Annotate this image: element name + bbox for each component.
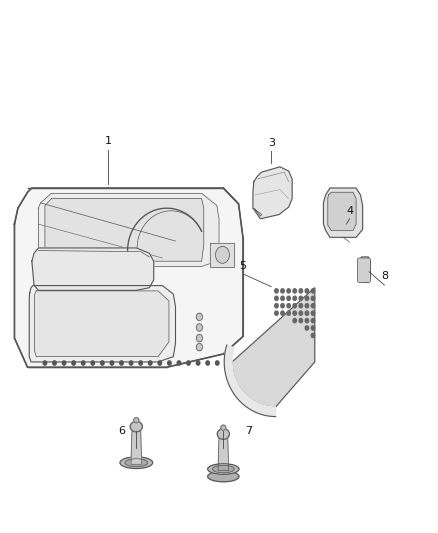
Circle shape [311, 333, 315, 337]
Circle shape [275, 304, 278, 308]
Circle shape [281, 296, 284, 301]
Circle shape [110, 361, 114, 365]
Circle shape [72, 361, 75, 365]
Circle shape [305, 326, 309, 330]
Circle shape [287, 296, 290, 301]
Circle shape [168, 361, 171, 365]
Circle shape [293, 296, 297, 301]
Circle shape [43, 361, 47, 365]
Polygon shape [224, 345, 276, 417]
Polygon shape [232, 288, 315, 407]
Ellipse shape [125, 459, 148, 467]
Text: 6: 6 [118, 426, 125, 436]
Circle shape [305, 304, 309, 308]
Circle shape [311, 311, 315, 316]
Polygon shape [35, 291, 169, 357]
Circle shape [158, 361, 162, 365]
Circle shape [129, 361, 133, 365]
Polygon shape [45, 199, 204, 261]
Polygon shape [14, 188, 243, 367]
Text: 8: 8 [381, 271, 388, 281]
Ellipse shape [212, 465, 234, 473]
Circle shape [311, 296, 315, 301]
Circle shape [293, 289, 297, 293]
Circle shape [81, 361, 85, 365]
Ellipse shape [130, 421, 142, 432]
Ellipse shape [208, 471, 239, 482]
Circle shape [287, 289, 290, 293]
Ellipse shape [208, 464, 239, 474]
Circle shape [139, 361, 142, 365]
Circle shape [311, 326, 315, 330]
Circle shape [293, 304, 297, 308]
Circle shape [287, 304, 290, 308]
Circle shape [311, 304, 315, 308]
FancyBboxPatch shape [357, 258, 371, 282]
Ellipse shape [134, 418, 139, 423]
Polygon shape [253, 208, 261, 216]
Circle shape [215, 246, 230, 263]
Circle shape [305, 311, 309, 316]
Ellipse shape [221, 425, 226, 430]
Polygon shape [323, 188, 363, 237]
Polygon shape [210, 243, 234, 266]
Polygon shape [328, 192, 356, 230]
Circle shape [293, 318, 297, 322]
Text: 7: 7 [245, 426, 252, 436]
Circle shape [196, 343, 202, 351]
Circle shape [91, 361, 95, 365]
Circle shape [148, 361, 152, 365]
Ellipse shape [120, 457, 152, 469]
Circle shape [62, 361, 66, 365]
Circle shape [299, 311, 303, 316]
Circle shape [177, 361, 181, 365]
Circle shape [196, 361, 200, 365]
Circle shape [275, 311, 278, 316]
Polygon shape [32, 248, 154, 290]
Circle shape [287, 311, 290, 316]
Circle shape [299, 304, 303, 308]
Polygon shape [253, 167, 292, 219]
Circle shape [120, 361, 123, 365]
Circle shape [311, 318, 315, 322]
Polygon shape [358, 257, 371, 282]
Circle shape [196, 334, 202, 342]
Circle shape [305, 296, 309, 301]
Text: 3: 3 [268, 138, 275, 148]
Text: 5: 5 [240, 261, 247, 271]
Polygon shape [218, 437, 229, 471]
Circle shape [187, 361, 190, 365]
Circle shape [281, 289, 284, 293]
Circle shape [299, 289, 303, 293]
Polygon shape [39, 193, 219, 266]
Circle shape [275, 296, 278, 301]
Circle shape [101, 361, 104, 365]
Circle shape [275, 289, 278, 293]
Ellipse shape [217, 429, 230, 439]
Polygon shape [29, 286, 176, 362]
Circle shape [215, 361, 219, 365]
Text: 1: 1 [105, 136, 112, 146]
Polygon shape [131, 431, 141, 464]
Circle shape [299, 296, 303, 301]
Circle shape [196, 324, 202, 331]
Circle shape [311, 289, 315, 293]
Circle shape [305, 318, 309, 322]
Circle shape [281, 311, 284, 316]
Circle shape [293, 311, 297, 316]
Circle shape [281, 304, 284, 308]
Circle shape [299, 318, 303, 322]
Text: 4: 4 [346, 206, 353, 216]
Circle shape [305, 289, 309, 293]
Circle shape [206, 361, 209, 365]
Circle shape [196, 313, 202, 320]
Circle shape [53, 361, 56, 365]
